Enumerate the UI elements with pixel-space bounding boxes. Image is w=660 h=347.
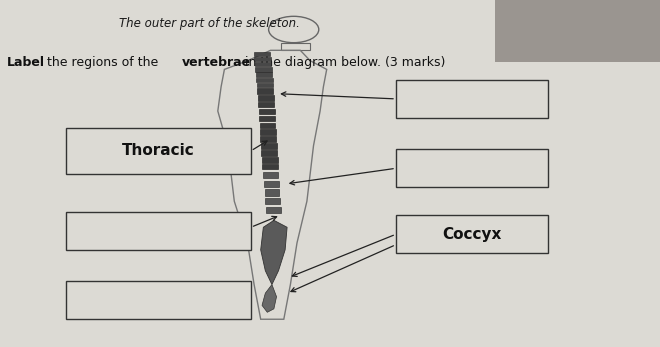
Bar (255, 62, 271, 67)
Text: the regions of the: the regions of the (43, 56, 162, 68)
Bar (258, 95, 274, 101)
Text: Label: Label (7, 56, 45, 68)
Bar (255, 67, 272, 72)
Bar (259, 109, 275, 115)
Bar (262, 157, 278, 162)
Bar (259, 116, 275, 121)
Bar (253, 51, 271, 56)
Bar (256, 77, 273, 82)
Bar (260, 129, 276, 135)
Bar (259, 122, 275, 128)
Bar (266, 207, 280, 213)
Bar (261, 143, 277, 149)
Polygon shape (261, 220, 287, 285)
Bar (495, 0, 660, 62)
Bar (396, 80, 548, 118)
Polygon shape (262, 285, 277, 312)
Bar (262, 164, 278, 169)
Bar (258, 102, 274, 108)
Bar (257, 83, 273, 87)
Bar (255, 72, 272, 77)
Bar (254, 57, 271, 61)
Bar (263, 172, 278, 178)
Bar (66, 212, 251, 250)
Text: Thoracic: Thoracic (122, 143, 195, 159)
Bar (264, 181, 279, 187)
Bar (265, 189, 279, 196)
Text: vertebrae: vertebrae (182, 56, 251, 68)
Text: The outer part of the skeleton.: The outer part of the skeleton. (119, 17, 300, 30)
Bar (66, 281, 251, 319)
Bar (257, 88, 273, 94)
Text: in the diagram below. (3 marks): in the diagram below. (3 marks) (241, 56, 446, 68)
Text: Coccyx: Coccyx (442, 227, 502, 242)
Bar (261, 136, 277, 142)
Bar (396, 149, 548, 187)
Bar (261, 150, 277, 155)
Bar (396, 215, 548, 253)
Bar (66, 128, 251, 174)
Bar (265, 198, 280, 204)
